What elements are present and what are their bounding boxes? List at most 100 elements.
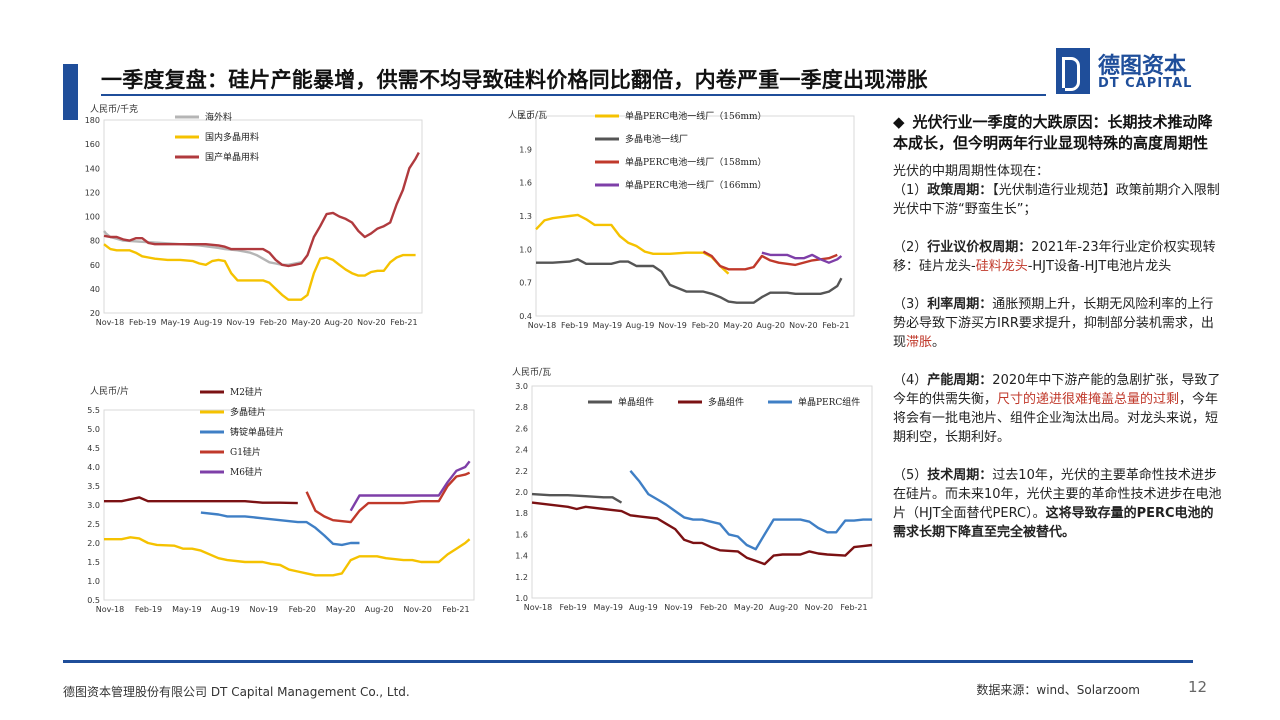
y-tick-label: 1.6 [519, 179, 532, 188]
x-tick-label: Feb-19 [559, 603, 586, 612]
x-tick-label: May-20 [723, 321, 752, 330]
title-accent-bar [63, 64, 78, 120]
y-tick-label: 1.0 [87, 577, 100, 586]
cycle-label: 产能周期： [927, 373, 993, 388]
series-line [104, 496, 298, 505]
x-tick-label: Nov-18 [524, 603, 552, 612]
y-tick-label: 1.0 [519, 245, 532, 254]
footer-rule [63, 660, 1193, 663]
legend-label: 单晶组件 [618, 396, 654, 408]
series-line [535, 213, 730, 275]
chart-silicon-material: 人民币/千克 20 40 60 80 100 120 140 160 180 Nov-18 Feb-1… [85, 104, 423, 327]
plot-area [531, 385, 873, 599]
x-tick-label: Feb-20 [289, 605, 316, 614]
legend-label: 铸锭单晶硅片 [230, 426, 284, 438]
chart-wafer: 人民币/片 0.5 1.0 1.5 2.0 2.5 3.0 3.5 4.0 4.5 5.0 5.5 No… [87, 385, 475, 614]
y-tick-label: 1.5 [87, 558, 100, 567]
right-heading: ◆ 光伏行业一季度的大跌原因：长期技术推动降本成长，但今明两年行业显现特殊的高度周… [893, 112, 1223, 154]
y-tick-label: 0.7 [519, 279, 532, 288]
y-tick-label: 4.5 [87, 444, 100, 453]
series-line [103, 243, 416, 301]
cycle-label: 行业议价权周期： [927, 240, 1032, 255]
x-tick-label: Feb-19 [129, 318, 156, 327]
x-tick-label: May-20 [326, 605, 355, 614]
y-tick-label: 2.2 [515, 467, 528, 476]
series-line [536, 258, 843, 304]
series-line [531, 492, 623, 504]
cycle-item-technology: （5）技术周期：过去10年，光伏的主要革命性技术进步在硅片。而未来10年，光伏主… [893, 466, 1223, 542]
y-tick-label: 5.5 [87, 406, 100, 415]
unit-label: 人民币/千克 [90, 104, 138, 115]
x-tick-label: May-19 [161, 318, 190, 327]
legend-label: 单晶PERC电池一线厂（166mm） [625, 179, 767, 191]
y-tick-label: 80 [90, 237, 100, 246]
diamond-bullet-icon: ◆ [893, 113, 905, 131]
right-intro: 光伏的中期周期性体现在： [893, 164, 1050, 179]
y-tick-label: 0.4 [519, 312, 532, 321]
series-line [200, 511, 360, 547]
cycle-label: 政策周期： [927, 183, 993, 198]
cycle-text-tail: ，今年将会有一批电池片、组件企业淘汰出局。对龙头来说，短期利空，长期利好。 [893, 392, 1219, 445]
x-tick-label: Aug-20 [324, 318, 353, 327]
y-tick-label: 180 [85, 116, 100, 125]
series-line [629, 470, 872, 551]
x-tick-label: Nov-20 [805, 603, 833, 612]
x-tick-label: Nov-19 [226, 318, 254, 327]
x-tick-label: Aug-20 [365, 605, 394, 614]
cycle-label: 技术周期： [927, 468, 993, 483]
right-heading-text: 光伏行业一季度的大跌原因：长期技术推动降本成长，但今明两年行业显现特殊的高度周期… [893, 113, 1213, 152]
unit-label: 人民币/瓦 [512, 367, 551, 378]
legend-label: 国内多晶用料 [205, 131, 259, 143]
y-tick-label: 2.4 [515, 446, 528, 455]
x-tick-label: Feb-19 [135, 605, 162, 614]
legend-label: 单晶PERC电池一线厂（158mm） [625, 156, 767, 168]
x-tick-label: Nov-20 [357, 318, 385, 327]
title-underline [101, 94, 1046, 96]
y-tick-label: 5.0 [87, 425, 100, 434]
legend-label: 多晶电池一线厂 [625, 133, 688, 145]
y-tick-label: 0.5 [87, 596, 100, 605]
series-line [702, 250, 838, 271]
series-line [104, 536, 471, 577]
y-tick-label: 160 [85, 140, 100, 149]
chart-cell: 人民币/瓦 0.4 0.7 1.0 1.3 1.6 1.9 2.2 Nov-18 Feb-19 Ma… [508, 110, 855, 330]
legend-label: G1硅片 [230, 446, 261, 458]
cycle-text: 2020年中下游产能的急剧扩张，导致了今年的供需失衡， [893, 373, 1221, 407]
x-tick-label: Nov-18 [96, 605, 124, 614]
x-tick-label: Feb-21 [442, 605, 469, 614]
x-tick-label: May-20 [291, 318, 320, 327]
x-tick-label: May-19 [593, 321, 622, 330]
y-tick-label: 2.0 [87, 539, 100, 548]
unit-label: 人民币/瓦 [508, 110, 547, 121]
y-tick-label: 1.8 [515, 509, 528, 518]
cycle-conclusion: 这将导致存量的PERC电池的需求长期下降直至完全被替代。 [893, 506, 1214, 540]
x-tick-label: Nov-19 [658, 321, 686, 330]
cycle-num: （4） [893, 373, 928, 388]
cycle-item-interest-rate: （3）利率周期：通胀预期上升，长期无风险利率的上行势必导致下游买方IRR要求提升… [893, 295, 1223, 352]
cycle-highlight: 尺寸的递进很难掩盖总量的过剩 [997, 392, 1180, 407]
series-line [305, 471, 471, 524]
page-number: 12 [1188, 678, 1208, 696]
x-tick-label: Nov-18 [528, 321, 556, 330]
y-tick-label: 20 [90, 309, 100, 318]
logo-mark-icon [1056, 48, 1090, 94]
cycle-num: （5） [893, 468, 928, 483]
y-tick-label: 2.0 [515, 488, 528, 497]
series-line [761, 251, 843, 264]
x-tick-label: May-19 [593, 603, 622, 612]
x-tick-label: Feb-21 [390, 318, 417, 327]
legend-label: M6硅片 [230, 466, 263, 478]
x-tick-label: May-19 [172, 605, 201, 614]
x-tick-label: Feb-20 [692, 321, 719, 330]
logo-text-cn: 德图资本 [1098, 54, 1187, 79]
y-tick-label: 40 [90, 285, 100, 294]
x-tick-label: Feb-21 [822, 321, 849, 330]
x-tick-label: Nov-20 [403, 605, 431, 614]
y-tick-label: 100 [85, 213, 100, 222]
cycle-text: 过去10年，光伏的主要革命性技术进步在硅片。而未来10年，光伏主要的革命性技术进… [893, 468, 1222, 521]
legend-label: 海外料 [205, 111, 232, 123]
y-tick-label: 120 [85, 188, 100, 197]
cycle-text: 通胀预期上升，长期无风险利率的上行势必导致下游买方IRR要求提升，抑制部分装机需… [893, 297, 1214, 350]
company-logo: 德图资本 DT CAPITAL [1056, 46, 1231, 98]
x-tick-label: Aug-20 [756, 321, 785, 330]
